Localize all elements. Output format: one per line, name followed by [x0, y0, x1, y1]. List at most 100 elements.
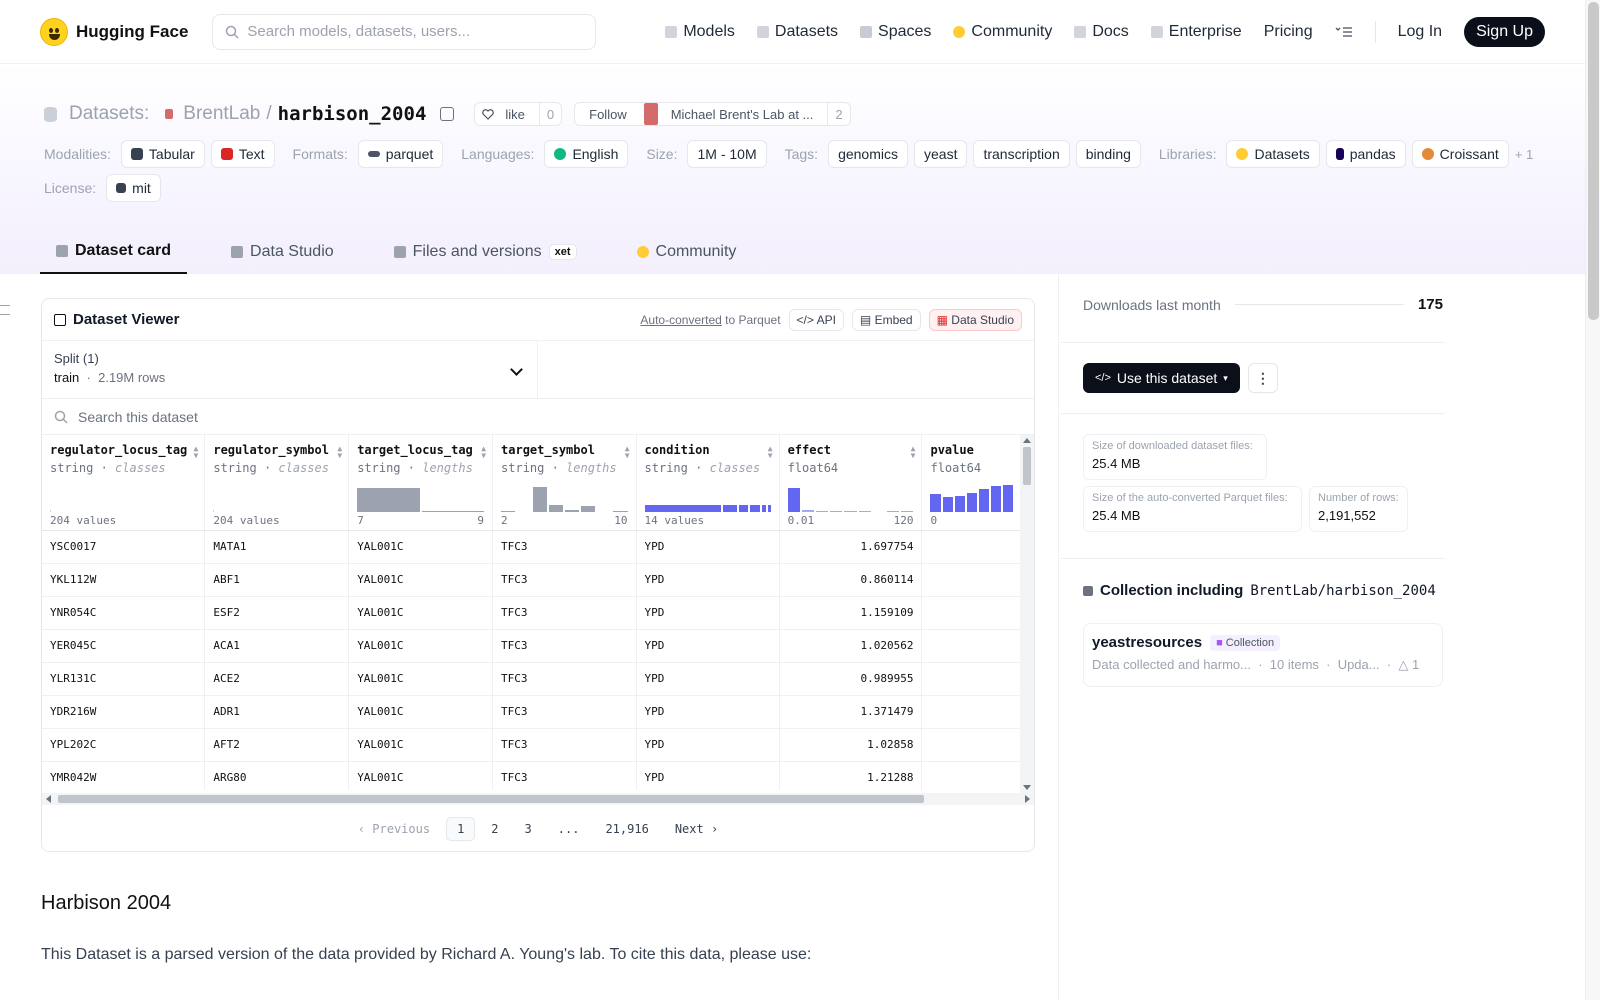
column-header-regulator-locus-tag[interactable]: regulator_locus_tag string · classes ▲ ▼ …: [42, 435, 206, 531]
libraries-more[interactable]: + 1: [1514, 146, 1534, 162]
tab-community[interactable]: Community: [621, 230, 753, 274]
cell-pvalue: [921, 530, 1022, 564]
table-row[interactable]: YDR216W ADR1 YAL001C TFC3 YPD 1.371479: [42, 695, 1022, 729]
column-histogram: [213, 482, 340, 512]
cell-effect: 1.21288: [779, 761, 923, 790]
column-header-pvalue[interactable]: pvalue float64 0: [921, 435, 1022, 531]
sort-icon[interactable]: ▲ ▼: [193, 444, 199, 460]
data-studio-button[interactable]: ▦ Data Studio: [928, 308, 1022, 331]
column-header-regulator-symbol[interactable]: regulator_symbol string · classes ▲ ▼ 204…: [204, 435, 350, 531]
table-row[interactable]: YKL112W ABF1 YAL001C TFC3 YPD 0.860114: [42, 563, 1022, 597]
split-selector[interactable]: Split (1) train · 2.19M rows: [42, 341, 538, 398]
section-label[interactable]: Datasets:: [69, 103, 150, 124]
tag-library-pandas[interactable]: pandas: [1325, 140, 1406, 168]
page-2-button[interactable]: 2: [491, 822, 499, 836]
table-row[interactable]: YPL202C AFT2 YAL001C TFC3 YPD 1.02858: [42, 728, 1022, 762]
scroll-left-icon[interactable]: [46, 795, 51, 803]
collection-card[interactable]: yeastresources ■ Collection Data collecte…: [1083, 623, 1443, 687]
nav-community[interactable]: Community: [953, 23, 1052, 41]
tag-binding[interactable]: binding: [1075, 140, 1141, 168]
like-button[interactable]: like 0: [474, 102, 563, 126]
scroll-up-icon[interactable]: [1023, 438, 1031, 443]
tag-format-parquet[interactable]: parquet: [357, 140, 444, 168]
nav-spaces[interactable]: Spaces: [860, 23, 931, 41]
tab-data-studio[interactable]: Data Studio: [215, 230, 350, 274]
nav-enterprise[interactable]: Enterprise: [1150, 23, 1242, 41]
global-search-input[interactable]: Search models, datasets, users...: [212, 13, 597, 50]
table-row[interactable]: YNR054C ESF2 YAL001C TFC3 YPD 1.159109: [42, 596, 1022, 630]
table-vertical-scrollbar[interactable]: [1020, 435, 1034, 793]
scroll-right-icon[interactable]: [1025, 795, 1030, 803]
scroll-thumb[interactable]: [58, 795, 924, 803]
scroll-thumb[interactable]: [1023, 447, 1031, 485]
table-horizontal-scrollbar[interactable]: [42, 793, 1034, 805]
column-kind: lengths: [566, 461, 617, 475]
api-button[interactable]: </> API: [788, 308, 844, 331]
table-row[interactable]: YLR131C ACE2 YAL001C TFC3 YPD 0.989955: [42, 662, 1022, 696]
page-scrollbar[interactable]: [1585, 0, 1600, 1000]
tag-modality-text[interactable]: Text: [210, 140, 275, 168]
sidebar-toggle-icon[interactable]: [0, 305, 10, 315]
page-1-button[interactable]: 1: [446, 817, 476, 841]
hf-logo[interactable]: Hugging Face: [40, 17, 188, 46]
table-row[interactable]: YSC0017 MATA1 YAL001C TFC3 YPD 1.697754: [42, 530, 1022, 564]
repo-tabs: Dataset card Data Studio Files and versi…: [40, 230, 752, 274]
last-page-button[interactable]: 21,916: [605, 822, 649, 836]
tag-library-datasets[interactable]: Datasets: [1226, 140, 1320, 168]
cell-pvalue: [921, 728, 1022, 762]
previous-page-button[interactable]: ‹ Previous: [348, 818, 440, 840]
page-3-button[interactable]: 3: [524, 822, 532, 836]
dataset-search-input[interactable]: Search this dataset: [42, 399, 1034, 435]
sort-icon[interactable]: ▲ ▼: [910, 444, 916, 460]
tag-modality-tabular[interactable]: Tabular: [120, 140, 205, 168]
scroll-down-icon[interactable]: [1023, 785, 1031, 790]
column-header-target-symbol[interactable]: target_symbol string · lengths ▲ ▼ 2 10: [492, 435, 637, 531]
nav-docs[interactable]: Docs: [1074, 23, 1129, 41]
dataset-name[interactable]: harbison_2004: [277, 103, 427, 125]
sort-icon[interactable]: ▲ ▼: [337, 444, 343, 460]
nav-datasets[interactable]: Datasets: [756, 23, 838, 41]
tag-language-english[interactable]: English: [544, 140, 629, 168]
page-scroll-thumb[interactable]: [1588, 2, 1599, 320]
cell-target-locus-tag: YAL001C: [348, 695, 494, 729]
tag-yeast[interactable]: yeast: [914, 140, 968, 168]
tag-license-mit[interactable]: mit: [106, 174, 161, 202]
column-name: target_symbol: [501, 443, 595, 457]
datasets-icon: [756, 25, 769, 38]
signup-button[interactable]: Sign Up: [1464, 16, 1545, 47]
table-row[interactable]: YER045C ACA1 YAL001C TFC3 YPD 1.020562: [42, 629, 1022, 663]
viewer-header: Dataset Viewer Auto-converted to Parquet…: [42, 299, 1034, 341]
tag-label: Croissant: [1439, 146, 1499, 162]
nav-pricing[interactable]: Pricing: [1264, 23, 1313, 41]
tag-label: transcription: [983, 146, 1060, 162]
more-options-icon[interactable]: ⋮: [1247, 363, 1278, 393]
spaces-icon: [860, 25, 873, 38]
tab-files-and-versions[interactable]: Files and versions xet: [378, 230, 593, 274]
copy-icon[interactable]: [440, 107, 455, 121]
tag-size[interactable]: 1M - 10M: [687, 140, 767, 168]
tag-library-croissant[interactable]: Croissant: [1411, 140, 1509, 168]
cell-effect: 0.860114: [779, 563, 923, 597]
sort-icon[interactable]: ▲ ▼: [767, 444, 773, 460]
nav-models[interactable]: Models: [665, 23, 735, 41]
cell-regulator-symbol: MATA1: [204, 530, 350, 564]
org-name[interactable]: BrentLab: [183, 103, 261, 124]
next-page-button[interactable]: Next ›: [665, 818, 728, 840]
column-header-effect[interactable]: effect float64 ▲ ▼ 0.01 120: [779, 435, 923, 531]
tag-genomics[interactable]: genomics: [828, 140, 908, 168]
embed-button[interactable]: ▤ Embed: [851, 308, 921, 331]
use-this-dataset-button[interactable]: </> Use this dataset ▾: [1083, 363, 1240, 393]
like-count: 0: [538, 103, 561, 125]
column-header-condition[interactable]: condition string · classes ▲ ▼ 14 values: [636, 435, 780, 531]
tab-dataset-card[interactable]: Dataset card: [40, 230, 188, 274]
sort-icon[interactable]: ▲ ▼: [481, 444, 487, 460]
tag-transcription[interactable]: transcription: [973, 140, 1070, 168]
login-link[interactable]: Log In: [1397, 22, 1443, 40]
table-row[interactable]: YMR042W ARG80 YAL001C TFC3 YPD 1.21288: [42, 761, 1022, 790]
follow-button[interactable]: Follow Michael Brent's Lab at ... 2: [574, 102, 851, 126]
more-menu-button[interactable]: [1335, 26, 1353, 38]
auto-converted-link[interactable]: Auto-converted: [640, 312, 722, 327]
column-name: regulator_locus_tag: [50, 443, 188, 457]
sort-icon[interactable]: ▲ ▼: [624, 444, 630, 460]
